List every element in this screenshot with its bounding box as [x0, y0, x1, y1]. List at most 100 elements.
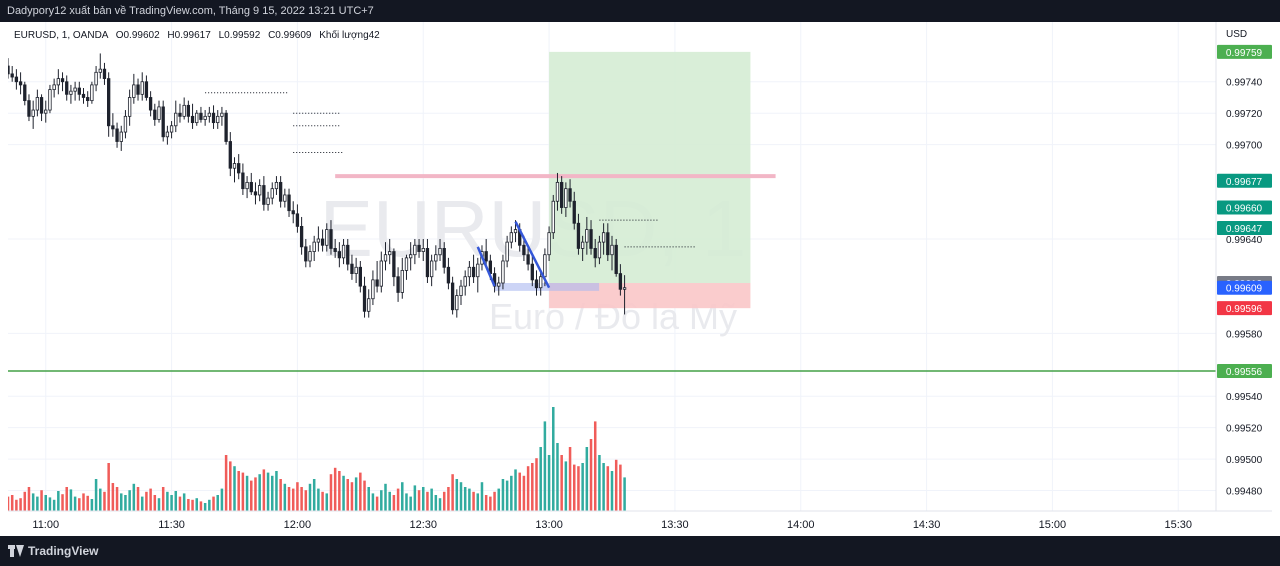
- volume-bar: [82, 493, 85, 511]
- candle-body: [123, 115, 128, 133]
- candle-body: [509, 232, 513, 243]
- candle-body: [174, 112, 178, 127]
- time-tick-label: 14:00: [787, 519, 815, 531]
- trend-strokes[interactable]: [476, 221, 551, 289]
- price-tick-label: 0.99480: [1226, 487, 1263, 498]
- candle-body: [484, 251, 488, 262]
- tradingview-logo[interactable]: TradingView: [8, 544, 98, 558]
- candle-body: [190, 115, 195, 124]
- price-tick-label: 0.99740: [1226, 78, 1263, 89]
- volume-bar: [497, 488, 501, 511]
- candle-body: [6, 65, 10, 75]
- volume-bar: [421, 487, 425, 511]
- volume-bar: [480, 482, 484, 511]
- time-tick-label: 12:30: [409, 519, 437, 531]
- volume-bar: [359, 472, 362, 511]
- candle-body: [526, 254, 530, 265]
- volume-bar: [157, 498, 161, 511]
- time-tick-label: 14:30: [913, 519, 941, 531]
- candle-body: [10, 73, 14, 78]
- volume-bar: [312, 479, 316, 511]
- candle-body: [18, 81, 23, 86]
- price-tag: [1217, 220, 1272, 235]
- candle-body: [228, 141, 232, 169]
- volume-bar: [90, 499, 94, 511]
- volume-bar: [40, 490, 43, 511]
- candle-body: [589, 229, 593, 249]
- volume-bar: [203, 503, 207, 511]
- volume-bar: [367, 487, 370, 511]
- volume-bar: [388, 491, 391, 511]
- candle-body: [350, 263, 354, 274]
- volume-bar: [417, 490, 421, 511]
- candle-body: [543, 254, 547, 278]
- volume-bar: [384, 483, 387, 511]
- volume-bar: [308, 483, 312, 511]
- volume-bar: [262, 469, 266, 511]
- candle-body: [455, 295, 459, 311]
- publish-line: Dadypory12 xuất bản về TradingView.com, …: [7, 5, 374, 17]
- candle-body: [241, 172, 245, 190]
- candle-body: [606, 232, 610, 256]
- volume-bar: [556, 443, 559, 511]
- volume-bar: [48, 497, 52, 511]
- candle-body: [383, 254, 388, 262]
- volume-bar: [195, 498, 199, 511]
- volume-bar: [614, 459, 618, 511]
- candle-body: [27, 100, 31, 117]
- volume-bar: [333, 467, 337, 511]
- candle-body: [312, 241, 316, 252]
- volume-bar: [241, 472, 245, 511]
- price-tags: 0.997590.996770.996600.996470.996120.996…: [1217, 44, 1272, 379]
- candle-body: [220, 112, 224, 117]
- candle-body: [421, 248, 425, 252]
- trend-stroke: [514, 221, 551, 289]
- volume-bar: [476, 493, 480, 511]
- chart-container[interactable]: EURUSD, 1 Euro / Đô la Mỹ USD 0.99740 0.9…: [6, 22, 1272, 536]
- time-tick-label: 15:00: [1039, 519, 1067, 531]
- volume-bar: [325, 493, 329, 511]
- volume-bar: [19, 498, 22, 511]
- candle-body: [622, 287, 627, 290]
- volume-bar: [589, 439, 593, 511]
- candle-body: [505, 241, 509, 262]
- candle-body: [551, 200, 555, 234]
- candle-body: [48, 89, 52, 111]
- candle-body: [69, 90, 73, 95]
- volume-bar: [585, 447, 589, 511]
- price-tick-label: 0.99700: [1226, 141, 1263, 152]
- volume-bar: [350, 482, 354, 511]
- candle-body: [547, 232, 551, 256]
- volume-bar: [36, 496, 39, 511]
- price-chart[interactable]: EURUSD, 1 Euro / Đô la Mỹ USD 0.997400.9…: [6, 22, 1272, 536]
- candle-body: [417, 244, 421, 252]
- volume-bar: [279, 479, 282, 511]
- volume-bar: [602, 463, 605, 511]
- candle-body: [127, 97, 132, 117]
- dotted-lines: [205, 92, 696, 248]
- entry-band: [494, 283, 600, 291]
- legend-open: O0.99602: [116, 30, 160, 41]
- volume-bar: [187, 499, 190, 511]
- legend-symbol: EURUSD, 1, OANDA: [14, 30, 109, 41]
- candle-body: [308, 251, 312, 262]
- svg-text:EURUSD, 1, OANDA O0.99: EURUSD, 1, OANDA O0.99602 H0.99617 L0.99…: [14, 29, 380, 41]
- candle-body: [31, 109, 35, 117]
- volume-bar: [291, 488, 295, 511]
- volume-bar: [145, 491, 148, 511]
- volume-bar: [182, 493, 186, 511]
- candle-body: [266, 197, 270, 205]
- candle-body: [434, 254, 438, 262]
- volume-bar: [224, 455, 228, 511]
- price-tag: [1217, 173, 1272, 188]
- volume-bar: [552, 407, 555, 511]
- candle-body: [513, 229, 518, 234]
- horizontal-lines[interactable]: [8, 174, 1272, 372]
- volume-bar: [598, 455, 601, 511]
- candle-body: [237, 163, 241, 174]
- volume-bars: [6, 407, 626, 511]
- volume-bar: [623, 477, 626, 511]
- candle-body: [249, 181, 253, 193]
- volume-bar: [321, 491, 324, 511]
- candle-body: [148, 97, 153, 111]
